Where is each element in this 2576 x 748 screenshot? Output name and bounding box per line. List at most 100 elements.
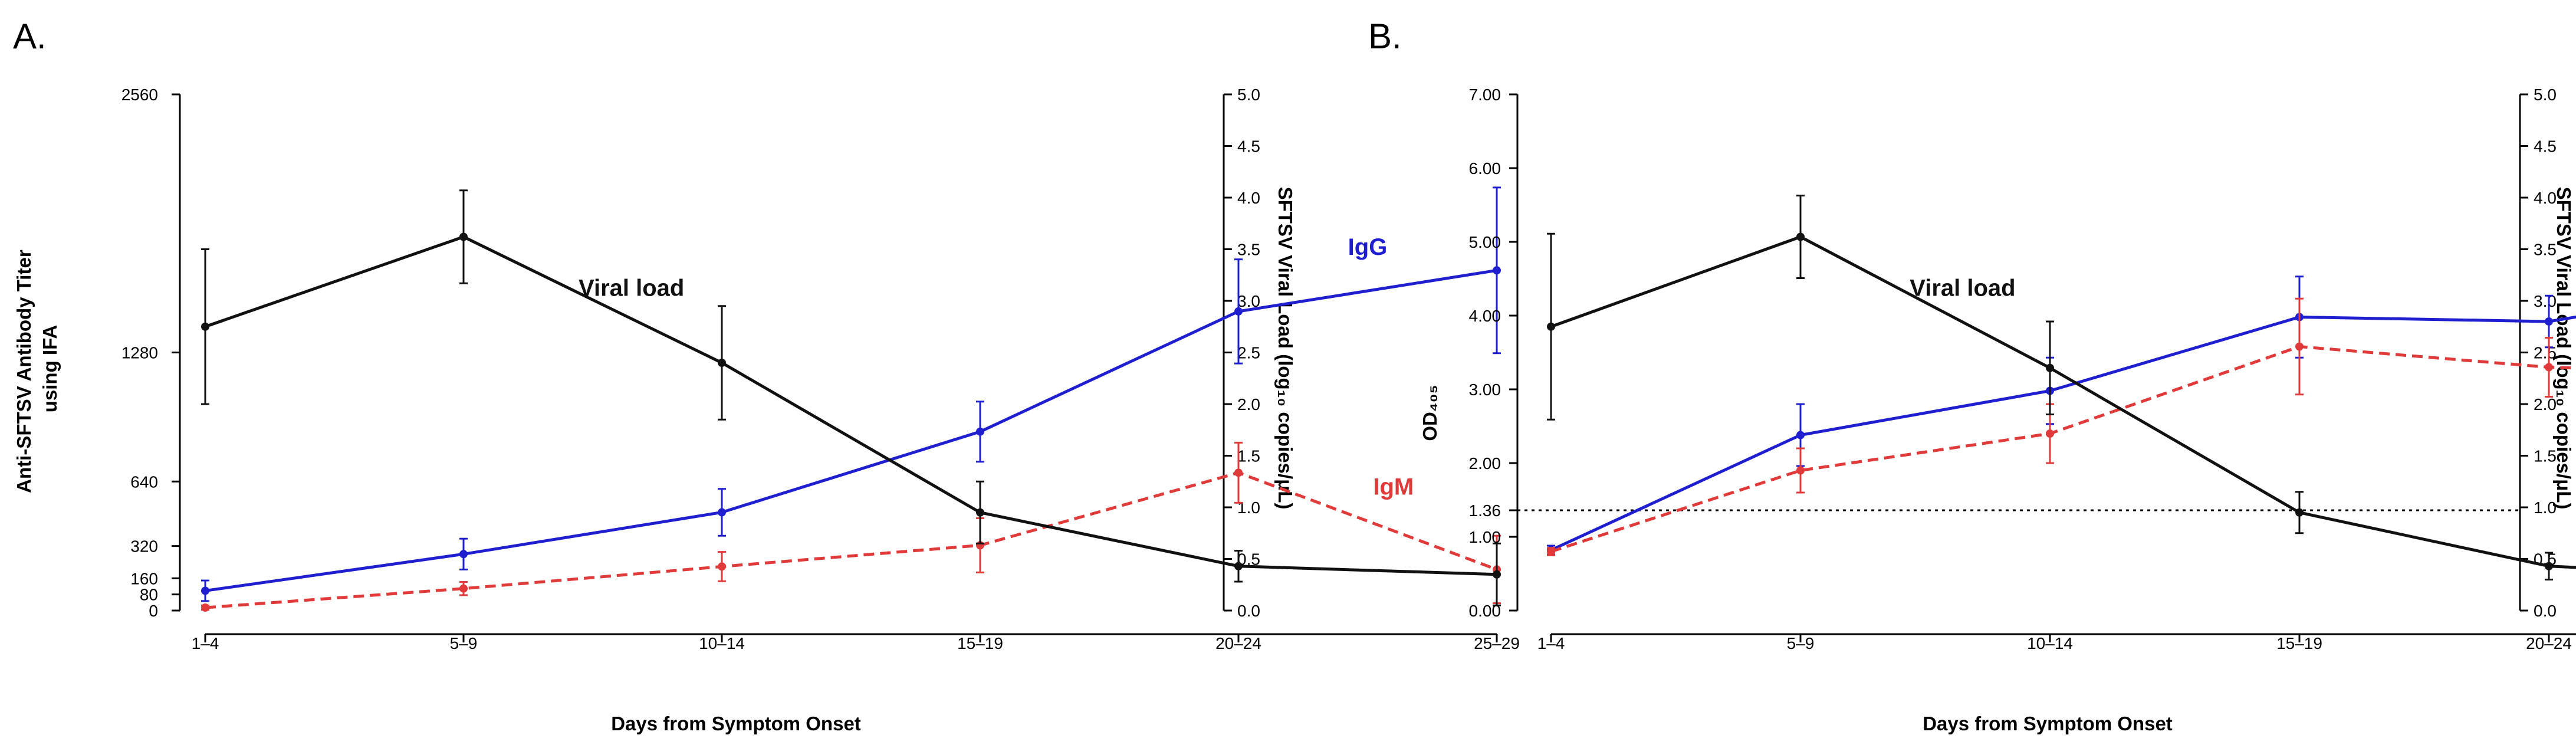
data-point: [459, 550, 468, 559]
panel-a-x-axis-title: Days from Symptom Onset: [611, 713, 861, 734]
panel-b-left-tick-label: 1.36: [1469, 501, 1501, 520]
panel-b-right-tick-label: 0.0: [2534, 602, 2557, 620]
panel-b-x-tick-label: 1–4: [1537, 634, 1565, 652]
panel-b-right-tick-label: 4.5: [2534, 137, 2557, 156]
data-point: [1547, 322, 1555, 331]
data-point: [459, 232, 468, 241]
panel-a-right-tick-label: 0.0: [1237, 602, 1260, 620]
panel-b-left-tick-label: 0.00: [1469, 602, 1501, 620]
panel-b-right-tick-label: 3.5: [2534, 241, 2557, 259]
panel-a-x-tick-label: 15–19: [957, 634, 1003, 652]
panel-a-right-tick-label: 4.0: [1237, 189, 1260, 207]
panel-a-right-tick-label: 2.5: [1237, 344, 1260, 362]
panel-b-left-axis-title: OD₄₀₅: [1419, 385, 1441, 441]
panel-b-left-tick-label: 7.00: [1469, 86, 1501, 104]
panel-a-left-axis-title: Anti-SFTSV Antibody Titer using IFA: [13, 244, 61, 493]
panel-a-right-tick-label: 4.5: [1237, 137, 1260, 156]
panel-a-left-tick-label: 0: [149, 602, 158, 620]
panel-b: B. OD₄₀₅ SFTSV Viral Load (log₁₀ copies/…: [1368, 17, 2576, 734]
panel-b-x-tick-label: 10–14: [2027, 634, 2073, 652]
data-point: [718, 562, 726, 571]
panel-b-left-tick-label: 1.00: [1469, 528, 1501, 546]
data-point: [2046, 429, 2054, 438]
panel-a-series-igm: IgM: [201, 441, 1501, 612]
panel-b-right-tick-label: 3.0: [2534, 292, 2557, 310]
panel-b-left-tick-label: 2.00: [1469, 454, 1501, 473]
panel-b-right-tick-label: 1.5: [2534, 447, 2557, 465]
data-point: [1796, 466, 1805, 475]
panel-a-x-tick-label: 20–24: [1215, 634, 1261, 652]
panel-a-series-viral-load: Viral load: [201, 189, 1501, 606]
panel-a-left-tick-label: 80: [140, 586, 158, 604]
panel-a-right-tick-label: 3.5: [1237, 241, 1260, 259]
panel-a-x-tick-label: 25–29: [1474, 634, 1520, 652]
panel-a-left-tick-label: 160: [130, 569, 158, 588]
panel-b-left-tick-label: 4.00: [1469, 307, 1501, 325]
data-point: [2295, 508, 2304, 517]
data-point: [1493, 570, 1501, 579]
panel-a-right-tick-label: 1.0: [1237, 498, 1260, 517]
data-point: [1796, 431, 1805, 439]
data-point: [201, 586, 209, 595]
panel-a-x-tick-label: 1–4: [192, 634, 219, 652]
data-point: [1547, 547, 1555, 556]
series-line: [1550, 315, 2576, 552]
panel-a-left-axis-title-line2: using IFA: [39, 325, 61, 413]
panel-b-left-tick-label: 3.00: [1469, 380, 1501, 399]
panel-b-x-tick-label: 5–9: [1787, 634, 1815, 652]
panel-b-label: B.: [1368, 17, 1402, 56]
data-point: [201, 322, 209, 331]
data-point: [2295, 342, 2304, 351]
data-point: [1234, 468, 1243, 477]
data-point: [718, 508, 726, 517]
data-point: [2545, 317, 2553, 326]
panel-b-x-tick-label: 20–24: [2526, 634, 2572, 652]
panel-b-right-tick-label: 2.5: [2534, 344, 2557, 362]
panel-b-x-tick-label: 15–19: [2276, 634, 2322, 652]
panel-a-series-label: Viral load: [579, 275, 684, 301]
panel-b-right-tick-label: 5.0: [2534, 86, 2557, 104]
panel-b-right-axis-title: SFTSV Viral Load (log₁₀ copies/μL): [2553, 187, 2575, 510]
panel-a-series-igg: IgG: [201, 186, 1501, 602]
panel-b-left-tick-label: 6.00: [1469, 159, 1501, 178]
series-line: [205, 268, 1497, 592]
series-line: [205, 235, 1497, 576]
data-point: [1796, 232, 1805, 241]
panel-b-series-label: Viral load: [1910, 275, 2015, 301]
panel-b-right-tick-label: 1.0: [2534, 498, 2557, 517]
series-line: [205, 471, 1497, 609]
panel-a-left-tick-label: 640: [130, 473, 158, 491]
data-point: [201, 603, 209, 612]
panel-a-right-tick-label: 1.5: [1237, 447, 1260, 465]
data-point: [2545, 562, 2553, 570]
panel-a-right-tick-label: 5.0: [1237, 86, 1260, 104]
panel-a-right-axis-title: SFTSV Viral Load (log₁₀ copies/μL): [1274, 187, 1296, 510]
series-line: [1550, 345, 2576, 553]
panel-a-x-tick-label: 10–14: [699, 634, 745, 652]
panel-a-label: A.: [13, 17, 47, 56]
data-point: [1234, 562, 1243, 570]
data-point: [976, 427, 984, 436]
data-point: [1493, 266, 1501, 275]
panel-a-left-tick-label: 2560: [121, 86, 158, 104]
data-point: [1234, 307, 1243, 316]
panel-a-x-tick-label: 5–9: [450, 634, 478, 652]
panel-b-series-igm: IgM: [1547, 297, 2576, 556]
panel-a-series-label: IgM: [1373, 474, 1414, 500]
panel-a-right-tick-label: 2.0: [1237, 395, 1260, 414]
panel-b-right-tick-label: 4.0: [2534, 189, 2557, 207]
panel-a-left-tick-label: 320: [130, 537, 158, 556]
data-point: [459, 584, 468, 593]
data-point: [718, 359, 726, 367]
panel-b-left-tick-label: 5.00: [1469, 233, 1501, 251]
panel-a-left-axis-title-line1: Anti-SFTSV Antibody Titer: [13, 250, 35, 493]
data-point: [976, 508, 984, 517]
panel-b-x-axis-title: Days from Symptom Onset: [1923, 713, 2173, 734]
series-line: [1550, 235, 2576, 569]
panel-b-series-viral-load: Viral load: [1547, 195, 2576, 580]
panel-a-series-label: IgG: [1348, 234, 1388, 260]
data-point: [2545, 363, 2553, 372]
panel-a-left-tick-label: 1280: [121, 344, 158, 362]
data-point: [2046, 363, 2054, 372]
